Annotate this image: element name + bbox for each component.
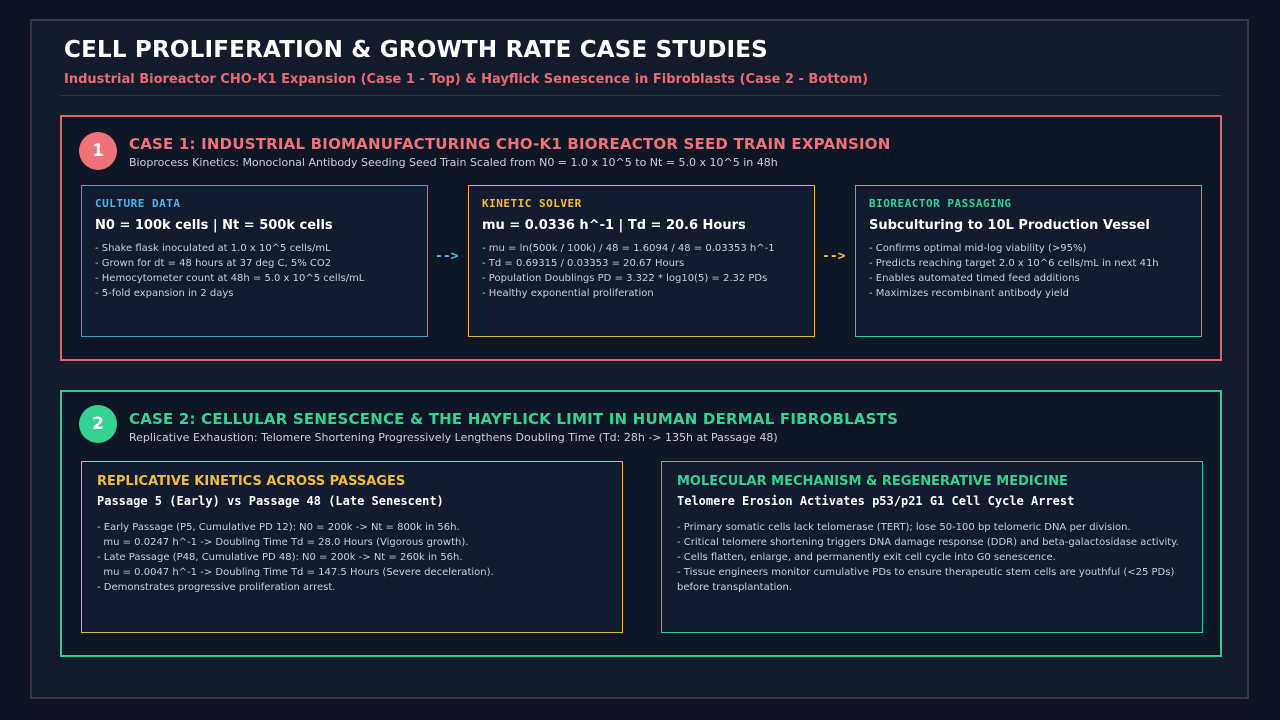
list-item: - Td = 0.69315 / 0.03353 = 20.67 Hours: [482, 258, 685, 269]
bioreactor-passaging-card: BIOREACTOR PASSAGING Subculturing to 10L…: [855, 185, 1202, 337]
list-item: - 5-fold expansion in 2 days: [95, 288, 234, 299]
header-divider: [60, 95, 1221, 96]
replicative-kinetics-body: - Early Passage (P5, Cumulative PD 12): …: [97, 520, 608, 595]
bioreactor-passaging-label: BIOREACTOR PASSAGING: [869, 197, 1012, 210]
replicative-kinetics-card: REPLICATIVE KINETICS ACROSS PASSAGES Pas…: [81, 461, 623, 633]
list-item: - Healthy exponential proliferation: [482, 288, 654, 299]
case1-panel: 1 CASE 1: INDUSTRIAL BIOMANUFACTURING CH…: [60, 115, 1222, 361]
list-item: - Tissue engineers monitor cumulative PD…: [677, 567, 1175, 593]
case1-badge: 1: [79, 132, 117, 170]
list-item: - Confirms optimal mid-log viability (>9…: [869, 243, 1087, 254]
page-subtitle: Industrial Bioreactor CHO-K1 Expansion (…: [64, 72, 869, 87]
page-title: CELL PROLIFERATION & GROWTH RATE CASE ST…: [64, 37, 768, 63]
list-item: - Enables automated timed feed additions: [869, 273, 1080, 284]
case2-title: CASE 2: CELLULAR SENESCENCE & THE HAYFLI…: [129, 410, 899, 428]
kinetic-solver-list: - mu = ln(500k / 100k) / 48 = 1.6094 / 4…: [482, 241, 775, 301]
molecular-mechanism-body: - Primary somatic cells lack telomerase …: [677, 520, 1188, 595]
list-item: - Shake flask inoculated at 1.0 x 10^5 c…: [95, 243, 331, 254]
bioreactor-passaging-heading: Subculturing to 10L Production Vessel: [869, 218, 1150, 233]
case2-panel: 2 CASE 2: CELLULAR SENESCENCE & THE HAYF…: [60, 390, 1222, 657]
culture-data-label: CULTURE DATA: [95, 197, 181, 210]
molecular-mechanism-subtitle: Telomere Erosion Activates p53/p21 G1 Ce…: [677, 494, 1075, 508]
list-item: mu = 0.0247 h^-1 -> Doubling Time Td = 2…: [97, 537, 469, 548]
replicative-kinetics-subtitle: Passage 5 (Early) vs Passage 48 (Late Se…: [97, 494, 444, 508]
list-item: - Predicts reaching target 2.0 x 10^6 ce…: [869, 258, 1159, 269]
list-item: - Demonstrates progressive proliferation…: [97, 582, 336, 593]
list-item: - mu = ln(500k / 100k) / 48 = 1.6094 / 4…: [482, 243, 775, 254]
flow-arrow-2: -->: [822, 249, 846, 264]
kinetic-solver-card: KINETIC SOLVER mu = 0.0336 h^-1 | Td = 2…: [468, 185, 815, 337]
kinetic-solver-heading: mu = 0.0336 h^-1 | Td = 20.6 Hours: [482, 218, 746, 233]
list-item: - Grown for dt = 48 hours at 37 deg C, 5…: [95, 258, 332, 269]
list-item: - Primary somatic cells lack telomerase …: [677, 522, 1131, 533]
list-item: - Critical telomere shortening triggers …: [677, 537, 1179, 548]
molecular-mechanism-title: MOLECULAR MECHANISM & REGENERATIVE MEDIC…: [677, 474, 1068, 489]
list-item: - Population Doublings PD = 3.322 * log1…: [482, 273, 768, 284]
culture-data-list: - Shake flask inoculated at 1.0 x 10^5 c…: [95, 241, 364, 301]
list-item: - Cells flatten, enlarge, and permanentl…: [677, 552, 1056, 563]
molecular-mechanism-card: MOLECULAR MECHANISM & REGENERATIVE MEDIC…: [661, 461, 1203, 633]
list-item: - Early Passage (P5, Cumulative PD 12): …: [97, 522, 460, 533]
replicative-kinetics-title: REPLICATIVE KINETICS ACROSS PASSAGES: [97, 474, 406, 489]
list-item: mu = 0.0047 h^-1 -> Doubling Time Td = 1…: [97, 567, 494, 578]
list-item: - Late Passage (P48, Cumulative PD 48): …: [97, 552, 463, 563]
flow-arrow-1: -->: [435, 249, 459, 264]
case2-subtitle: Replicative Exhaustion: Telomere Shorten…: [129, 431, 778, 444]
culture-data-card: CULTURE DATA N0 = 100k cells | Nt = 500k…: [81, 185, 428, 337]
case1-subtitle: Bioprocess Kinetics: Monoclonal Antibody…: [129, 156, 778, 169]
list-item: - Hemocytometer count at 48h = 5.0 x 10^…: [95, 273, 365, 284]
culture-data-heading: N0 = 100k cells | Nt = 500k cells: [95, 218, 333, 233]
case1-title: CASE 1: INDUSTRIAL BIOMANUFACTURING CHO-…: [129, 135, 891, 153]
bioreactor-passaging-list: - Confirms optimal mid-log viability (>9…: [869, 241, 1159, 301]
kinetic-solver-label: KINETIC SOLVER: [482, 197, 582, 210]
case2-badge: 2: [79, 405, 117, 443]
list-item: - Maximizes recombinant antibody yield: [869, 288, 1070, 299]
